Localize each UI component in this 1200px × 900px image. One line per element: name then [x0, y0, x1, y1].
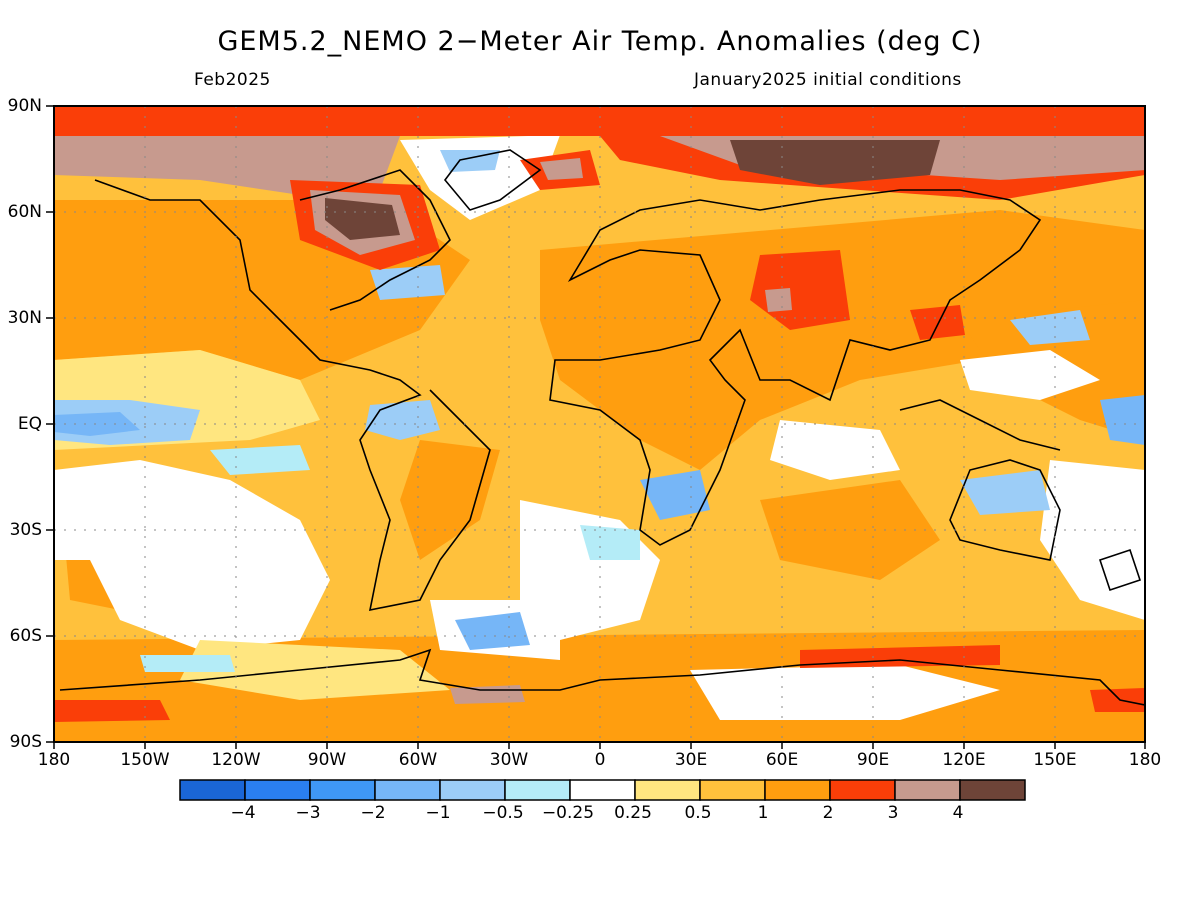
legend-label: −3: [295, 803, 321, 823]
lon-label: 120E: [942, 750, 986, 770]
legend-label: −0.25: [541, 803, 595, 823]
anomaly-region: [730, 140, 940, 185]
anomaly-region: [370, 265, 445, 300]
lat-label-eq: EQ: [17, 414, 42, 434]
anomaly-region: [540, 210, 1145, 470]
lat-label-60n: 60N: [7, 202, 42, 222]
legend-swatch: [309, 779, 376, 801]
lon-label: 30E: [674, 750, 708, 770]
anomaly-region: [325, 198, 400, 240]
anomaly-region: [640, 470, 710, 520]
legend-swatch: [244, 779, 311, 801]
graticule: [54, 106, 1145, 742]
lon-label: 90E: [856, 750, 890, 770]
anomaly-region: [765, 288, 792, 312]
anomaly-region: [960, 350, 1100, 400]
anomaly-region: [1090, 688, 1145, 712]
anomaly-region: [690, 665, 1000, 720]
legend-swatch: [374, 779, 441, 801]
lat-label-30s: 30S: [9, 520, 42, 540]
legend-swatch: [894, 779, 961, 801]
anomaly-region: [180, 640, 450, 700]
legend-swatch: [829, 779, 896, 801]
initial-conditions-label: January2025 initial conditions: [694, 70, 962, 90]
lon-label: 180: [1128, 750, 1162, 770]
anomaly-region: [580, 525, 640, 560]
legend-swatch: [179, 779, 246, 801]
color-legend: [179, 779, 1026, 801]
legend-label: 2: [822, 803, 834, 823]
lon-label: 180: [37, 750, 71, 770]
lat-label-60s: 60S: [9, 626, 42, 646]
lon-label: 120W: [211, 750, 261, 770]
legend-label: 0.5: [684, 803, 712, 823]
anomaly-region: [54, 460, 330, 650]
lon-label: 60W: [398, 750, 438, 770]
anomaly-region: [540, 158, 583, 180]
anomaly-region: [1040, 460, 1145, 620]
legend-label: −4: [230, 803, 256, 823]
anomaly-region: [450, 685, 525, 704]
lon-label: 30W: [489, 750, 529, 770]
lat-label-90s: 90S: [9, 732, 42, 752]
anomaly-region: [910, 305, 965, 340]
lon-label: 60E: [765, 750, 799, 770]
anomaly-region: [140, 655, 235, 672]
anomaly-region: [770, 420, 900, 480]
legend-swatch: [504, 779, 571, 801]
anomaly-region: [760, 480, 940, 580]
legend-swatch: [764, 779, 831, 801]
anomaly-region: [54, 412, 140, 436]
legend-swatch: [634, 779, 701, 801]
coastlines: [59, 149, 1145, 706]
valid-month-label: Feb2025: [194, 70, 271, 90]
anomaly-region: [54, 106, 1145, 136]
legend-label: 0.25: [614, 803, 652, 823]
legend-label: 3: [887, 803, 899, 823]
legend-swatch: [439, 779, 506, 801]
legend-label: −0.5: [482, 803, 524, 823]
anomaly-region: [365, 400, 440, 440]
legend-swatch: [569, 779, 636, 801]
legend-label: 4: [952, 803, 964, 823]
anomaly-region: [1100, 395, 1145, 445]
legend-label: −1: [425, 803, 451, 823]
anomaly-region: [54, 136, 400, 195]
lon-label: 90W: [307, 750, 347, 770]
lon-label: 150E: [1033, 750, 1077, 770]
lat-label-90n: 90N: [7, 96, 42, 116]
anomaly-region: [960, 470, 1050, 515]
lat-label-30n: 30N: [7, 308, 42, 328]
lon-label: 0: [594, 750, 606, 770]
lon-label: 150W: [120, 750, 170, 770]
axis-ticks: [46, 105, 1146, 749]
map-title: GEM5.2_NEMO 2−Meter Air Temp. Anomalies …: [217, 26, 983, 57]
legend-swatch: [699, 779, 766, 801]
legend-label: −2: [360, 803, 386, 823]
anomaly-region: [54, 700, 170, 722]
anomaly-region: [210, 445, 310, 475]
legend-label: 1: [757, 803, 769, 823]
legend-swatch: [959, 779, 1026, 801]
anomaly-region: [455, 612, 530, 650]
anomaly-region: [1010, 310, 1090, 345]
